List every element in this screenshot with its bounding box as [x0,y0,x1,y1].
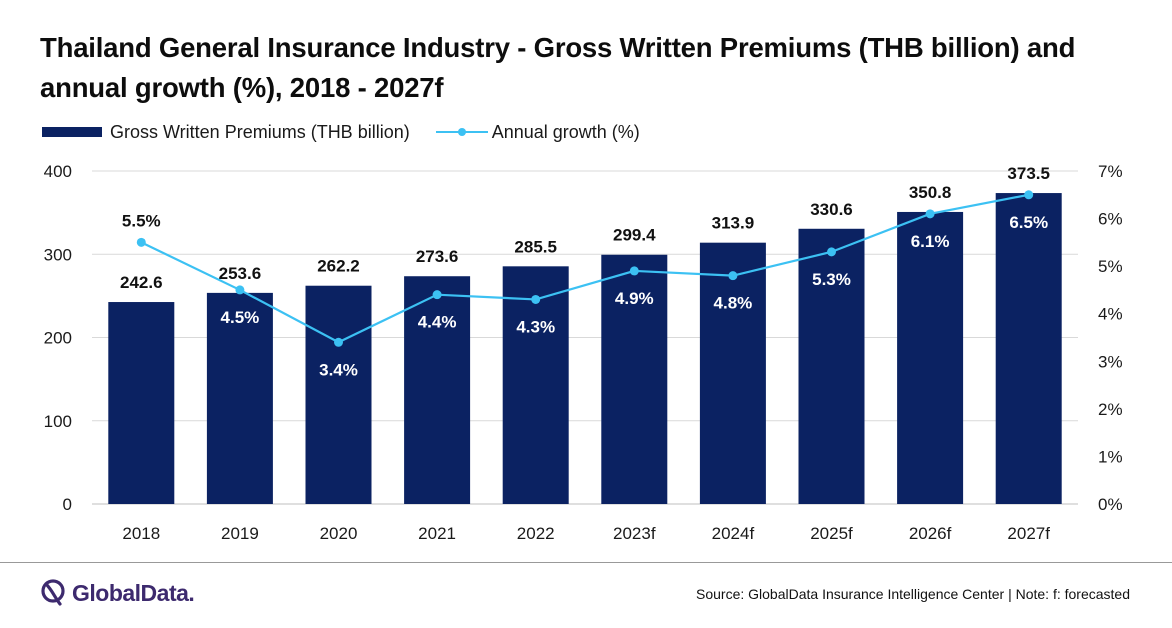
growth-value-label: 6.1% [911,232,950,251]
footer-divider [0,562,1172,563]
bar-2021 [404,276,471,504]
x-tick-label: 2020 [320,524,358,543]
y-left-tick-label: 0 [63,495,72,514]
growth-point-2026f [925,209,935,219]
y-right-tick-label: 7% [1098,162,1123,181]
growth-value-label: 5.3% [812,270,851,289]
chart-legend: Gross Written Premiums (THB billion) Ann… [42,120,666,144]
bar-value-label: 273.6 [416,247,459,266]
growth-point-2023f [629,266,639,276]
growth-point-2025f [827,247,836,257]
y-right-tick-label: 3% [1098,352,1123,371]
x-tick-label: 2027f [1007,524,1050,543]
bar-2024f [699,242,766,504]
x-tick-label: 2019 [221,524,259,543]
bar-2027f [995,193,1062,504]
y-left-tick-label: 300 [44,245,72,264]
globaldata-logo-icon [41,579,65,606]
globaldata-logo-text: GlobalData. [72,579,195,606]
legend-label-growth: Annual growth (%) [491,121,640,142]
x-tick-label: 2025f [810,524,853,543]
x-tick-label: 2026f [909,524,952,543]
growth-value-label: 5.5% [122,211,161,230]
growth-value-label: 4.8% [714,294,753,313]
y-left-tick-label: 200 [44,329,72,348]
legend-label-premiums: Gross Written Premiums (THB billion) [110,121,410,142]
growth-value-label: 3.4% [319,360,358,379]
bar-2026f [897,211,964,505]
y-right-tick-label: 0% [1098,495,1123,514]
growth-point-2022 [531,294,541,304]
bar-value-label: 350.8 [909,183,952,202]
x-tick-label: 2018 [122,524,160,543]
globaldata-logo: GlobalData. [40,578,195,608]
x-tick-label: 2021 [418,524,456,543]
y-right-tick-label: 5% [1098,257,1123,276]
legend-line-swatch [435,126,488,138]
growth-point-2027f [1024,190,1034,200]
growth-point-2019 [235,285,245,295]
bar-2020 [305,285,372,504]
growth-line [140,193,1029,344]
bar-value-label: 313.9 [712,214,755,233]
bar-value-label: 330.6 [810,200,853,219]
y-right-tick-label: 4% [1098,305,1123,324]
x-tick-label: 2024f [712,524,755,543]
y-right-tick-label: 1% [1098,447,1123,466]
legend-item-premiums: Gross Written Premiums (THB billion) [42,122,410,143]
bar-2023f [601,254,668,504]
growth-value-label: 4.9% [615,289,654,308]
growth-point-2020 [334,337,343,347]
y-left-tick-label: 400 [44,162,72,181]
bar-value-label: 285.5 [514,237,557,256]
bar-2019 [206,292,273,504]
growth-point-2018 [136,237,146,247]
combo-chart: 0 100 200 300 400 0% 1% 2% 3% 4% 5% 6% 7% 2018 2019 202… [44,162,1123,543]
legend-bar-swatch [42,127,102,137]
x-tick-label: 2023f [613,524,656,543]
y-left-tick-label: 100 [44,412,72,431]
bar-2018 [108,302,175,504]
bar-value-label: 262.2 [317,257,360,276]
y-right-tick-label: 6% [1098,210,1123,229]
bar-2022 [502,266,569,504]
x-tick-label: 2022 [517,524,555,543]
y-right-tick-label: 2% [1098,400,1123,419]
bar-value-label: 253.6 [219,264,262,283]
legend-item-growth: Annual growth (%) [435,121,640,143]
growth-value-label: 4.4% [418,313,457,332]
growth-value-label: 6.5% [1009,213,1048,232]
source-note: Source: GlobalData Insurance Intelligenc… [696,586,1130,602]
growth-value-label: 4.3% [516,317,555,336]
growth-point-2021 [432,290,442,300]
bar-2025f [798,228,865,504]
chart-title: Thailand General Insurance Industry - Gr… [40,32,1076,103]
bar-value-label: 373.5 [1007,164,1050,183]
growth-point-2024f [728,271,738,281]
bar-value-label: 299.4 [613,226,656,245]
growth-value-label: 4.5% [221,308,260,327]
bar-value-label: 242.6 [120,273,163,292]
